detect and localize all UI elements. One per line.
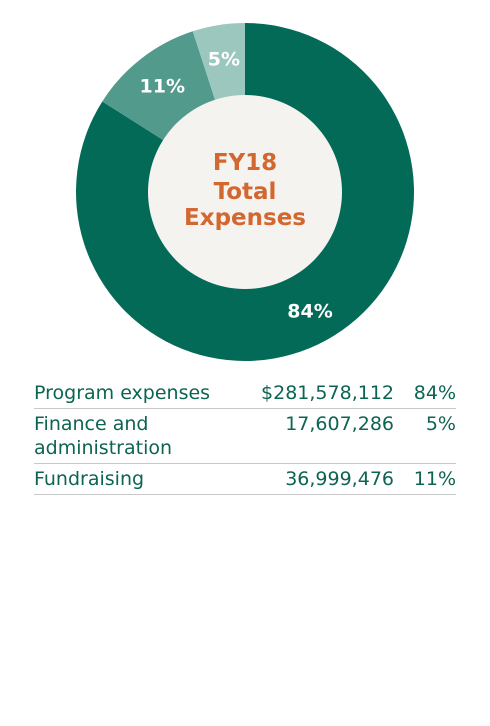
- row-percent: 5%: [394, 408, 456, 464]
- row-amount: $281,578,112: [254, 378, 394, 409]
- slice-labels: 84% 11% 5%: [140, 49, 333, 323]
- center-label-line-1: FY18: [213, 150, 277, 176]
- row-label: Finance and administration: [34, 408, 254, 464]
- row-label: Program expenses: [34, 378, 254, 409]
- row-amount: 36,999,476: [254, 463, 394, 495]
- expense-table: Program expenses $281,578,112 84% Financ…: [34, 378, 456, 495]
- table-row: Fundraising 36,999,476 11%: [34, 463, 456, 495]
- slice-percent-label: 5%: [208, 49, 240, 71]
- slice-percent-label: 11%: [140, 75, 185, 97]
- slice-percent-label: 84%: [287, 300, 332, 322]
- row-percent: 11%: [394, 463, 456, 495]
- table-row: Finance and administration 17,607,286 5%: [34, 408, 456, 464]
- row-label: Fundraising: [34, 463, 254, 495]
- center-label-line-3: Expenses: [184, 205, 306, 231]
- donut-chart: FY18 Total Expenses 84% 11% 5%: [75, 23, 414, 362]
- center-label-line-2: Total: [214, 179, 277, 205]
- table-row: Program expenses $281,578,112 84%: [34, 378, 456, 409]
- donut-center: [148, 95, 342, 289]
- row-amount: 17,607,286: [254, 408, 394, 464]
- row-percent: 84%: [394, 378, 456, 409]
